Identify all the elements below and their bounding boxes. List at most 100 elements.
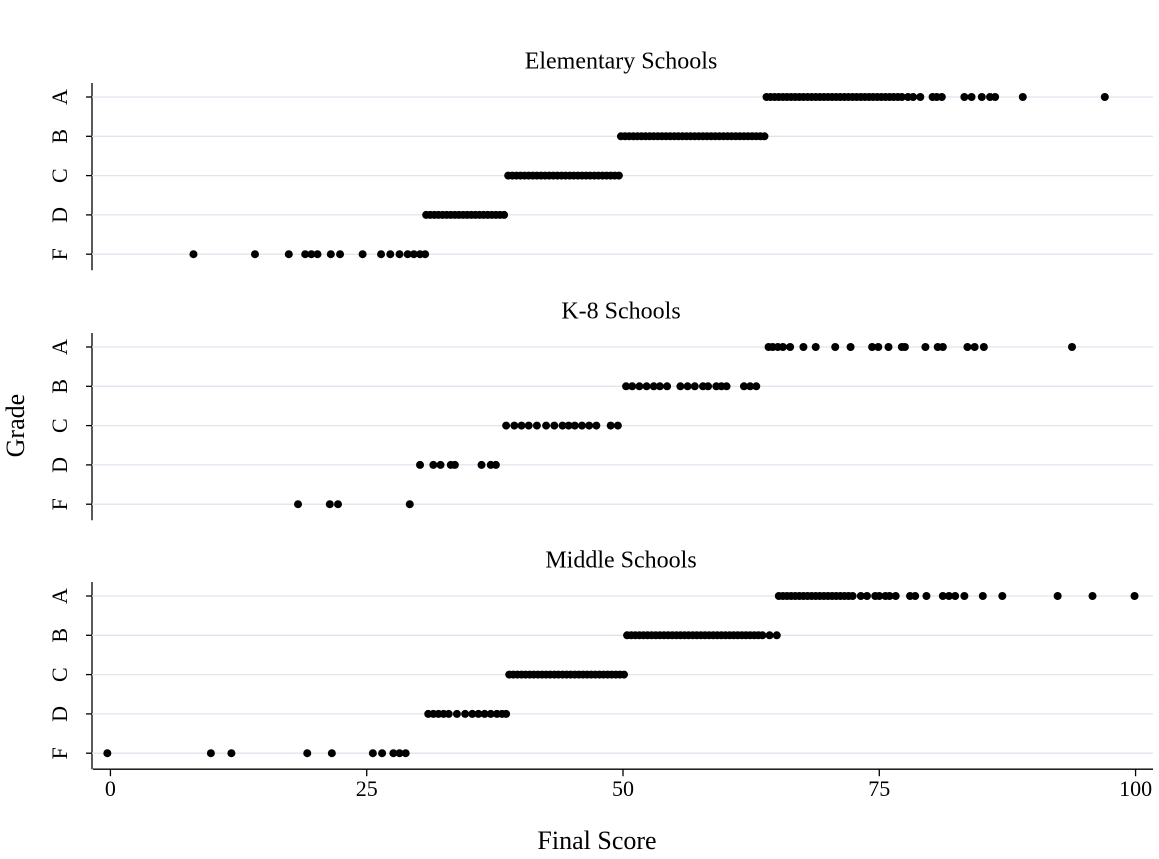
point <box>856 592 865 600</box>
point <box>336 250 345 259</box>
point <box>614 171 623 180</box>
point <box>967 93 976 101</box>
point <box>206 749 215 758</box>
y-axis-title: Grade <box>1 394 30 458</box>
y-tick-label: D <box>47 706 72 722</box>
point <box>452 709 461 718</box>
point <box>1088 592 1097 600</box>
panel-title: K-8 Schools <box>561 299 680 325</box>
point <box>189 250 198 259</box>
point <box>436 460 445 469</box>
point <box>683 382 692 391</box>
point <box>1100 93 1109 101</box>
point <box>606 421 615 430</box>
x-tick-label: 100 <box>1119 776 1152 801</box>
point <box>786 343 795 351</box>
point <box>577 421 586 430</box>
point <box>760 132 769 141</box>
point <box>486 709 495 718</box>
point <box>524 421 533 430</box>
point <box>313 250 322 259</box>
point <box>550 421 559 430</box>
point <box>401 749 410 758</box>
point <box>1130 592 1139 600</box>
point <box>739 382 748 391</box>
y-tick-label: C <box>47 667 72 682</box>
point <box>884 343 893 351</box>
point <box>916 93 925 101</box>
point <box>938 343 947 351</box>
point <box>676 382 685 391</box>
y-tick-label: C <box>47 168 72 183</box>
point <box>970 343 979 351</box>
point <box>461 709 470 718</box>
point <box>502 709 511 718</box>
x-tick-label: 50 <box>612 776 634 801</box>
point <box>585 421 594 430</box>
point <box>891 592 900 600</box>
point <box>752 382 761 391</box>
point <box>977 93 986 101</box>
point <box>848 592 857 600</box>
point <box>811 343 820 351</box>
point <box>911 592 920 600</box>
point <box>991 93 1000 101</box>
point <box>542 421 551 430</box>
point <box>963 343 972 351</box>
point <box>250 250 259 259</box>
point <box>395 749 404 758</box>
point <box>758 631 767 640</box>
point <box>628 382 637 391</box>
point <box>722 382 731 391</box>
point <box>103 749 112 758</box>
point <box>592 421 601 430</box>
point <box>613 421 622 430</box>
point <box>301 250 310 259</box>
y-tick-label: B <box>47 628 72 643</box>
point <box>922 592 931 600</box>
point <box>1068 343 1077 351</box>
point <box>960 592 969 600</box>
x-tick-label: 75 <box>868 776 890 801</box>
point <box>897 93 906 101</box>
point <box>284 250 293 259</box>
point <box>480 709 489 718</box>
point <box>307 250 316 259</box>
point <box>1018 93 1027 101</box>
point <box>403 250 412 259</box>
point <box>303 749 312 758</box>
point <box>1053 592 1062 600</box>
point <box>831 343 840 351</box>
point <box>502 421 511 430</box>
point <box>951 592 960 600</box>
point <box>491 460 500 469</box>
point <box>704 382 713 391</box>
x-tick-label: 25 <box>356 776 378 801</box>
point <box>746 382 755 391</box>
point <box>510 421 519 430</box>
point <box>979 343 988 351</box>
panel-title: Middle Schools <box>545 548 696 574</box>
point <box>477 460 486 469</box>
point <box>663 382 672 391</box>
point <box>378 749 387 758</box>
point <box>900 343 909 351</box>
point <box>377 250 386 259</box>
point <box>885 592 894 600</box>
y-tick-label: D <box>47 207 72 223</box>
point <box>325 500 334 509</box>
point <box>620 670 629 679</box>
point <box>921 343 930 351</box>
point <box>772 631 781 640</box>
point <box>416 460 425 469</box>
point <box>334 500 343 509</box>
point <box>532 421 541 430</box>
y-tick-label: F <box>47 248 72 260</box>
x-axis-title: Final Score <box>537 826 656 855</box>
point <box>655 382 664 391</box>
point <box>944 592 953 600</box>
point <box>875 592 884 600</box>
x-tick-label: 0 <box>105 776 116 801</box>
point <box>517 421 526 430</box>
